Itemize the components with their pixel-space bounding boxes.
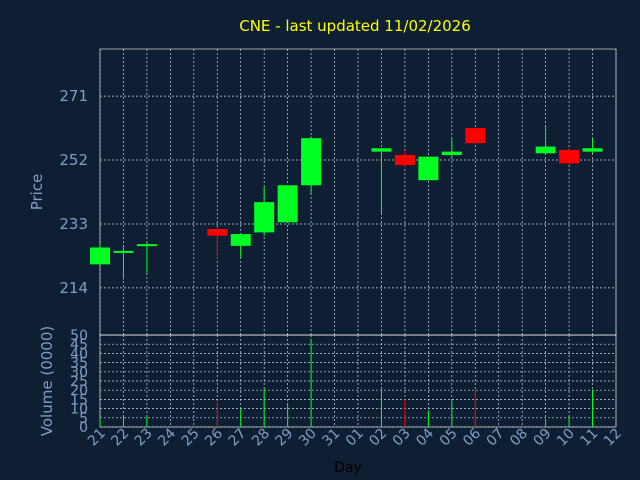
price-y-tick-label: 271 xyxy=(59,87,88,105)
x-tick-label: 01 xyxy=(343,426,367,450)
volume-y-tick-label: 45 xyxy=(70,337,88,353)
x-tick-label: 09 xyxy=(531,426,555,450)
x-tick-label: 22 xyxy=(108,426,132,450)
candle-body xyxy=(559,149,580,164)
candle-body xyxy=(207,229,228,236)
candle-body xyxy=(418,156,439,181)
x-tick-label: 26 xyxy=(202,425,226,449)
x-tick-label: 31 xyxy=(319,426,343,450)
candle-body xyxy=(441,151,462,155)
candle-body xyxy=(465,128,486,144)
candles xyxy=(90,126,603,280)
volume-grid xyxy=(99,334,617,428)
candle-body xyxy=(90,247,110,265)
volume-y-tick-label: 30 xyxy=(70,365,88,381)
x-tick-label: 03 xyxy=(390,426,414,450)
x-tick-label: 02 xyxy=(366,426,390,450)
volume-y-tick-label: 40 xyxy=(70,346,88,362)
price-y-tick-label: 252 xyxy=(59,151,88,169)
price-y-ticks: 214 233 252 271 xyxy=(59,87,88,297)
x-tick-label: 25 xyxy=(179,426,203,450)
volume-y-tick-label: 20 xyxy=(70,383,88,399)
volume-y-tick-label: 5 xyxy=(79,411,88,427)
chart-title: CNE - last updated 11/02/2026 xyxy=(239,17,471,35)
volume-y-axis-label: Volume (0000) xyxy=(38,326,56,436)
x-tick-label: 21 xyxy=(85,426,109,450)
candle-body xyxy=(301,138,322,186)
price-y-tick-label: 214 xyxy=(59,279,88,297)
x-tick-label: 27 xyxy=(226,426,250,450)
price-grid xyxy=(99,49,617,335)
candle-body xyxy=(254,202,275,233)
volume-y-tick-label: 35 xyxy=(70,356,88,372)
x-tick-label: 30 xyxy=(296,426,320,450)
x-tick-label: 11 xyxy=(577,426,601,450)
volume-bars xyxy=(99,338,594,427)
price-y-axis-label: Price xyxy=(28,174,46,211)
x-tick-label: 06 xyxy=(460,425,484,449)
x-tick-label: 23 xyxy=(132,426,156,450)
x-tick-label: 08 xyxy=(507,426,531,450)
x-tick-label: 29 xyxy=(273,426,297,450)
volume-y-tick-label: 50 xyxy=(70,328,88,344)
x-tick-label: 07 xyxy=(484,426,508,450)
candle-body xyxy=(394,154,415,166)
x-tick-label: 28 xyxy=(249,426,273,450)
volume-y-tick-label: 0 xyxy=(79,420,88,436)
x-tick-label: 04 xyxy=(413,425,437,449)
volume-y-tick-label: 10 xyxy=(70,402,88,418)
candle-body xyxy=(136,244,157,247)
price-y-tick-label: 233 xyxy=(59,215,88,233)
candle-body xyxy=(371,148,392,152)
price-plot-frame xyxy=(99,48,617,336)
volume-y-tick-label: 25 xyxy=(70,374,88,390)
price-panel: 214 233 252 271 Price xyxy=(28,48,617,336)
x-tick-label: 10 xyxy=(554,426,578,450)
candle-body xyxy=(277,185,298,223)
x-tick-label: 24 xyxy=(155,425,179,449)
candle-body xyxy=(230,234,251,246)
candle-body xyxy=(113,250,134,253)
x-tick-label: 05 xyxy=(437,426,461,450)
candle-body xyxy=(582,148,603,152)
x-axis-label: Day xyxy=(334,460,362,476)
x-tick-label: 12 xyxy=(601,426,625,450)
candle-body xyxy=(535,146,556,154)
x-ticks: 21 22 23 24 25 26 27 28 29 30 31 01 02 03 04 05 06 07 08 09… xyxy=(85,425,625,449)
volume-y-tick-label: 15 xyxy=(70,392,88,408)
